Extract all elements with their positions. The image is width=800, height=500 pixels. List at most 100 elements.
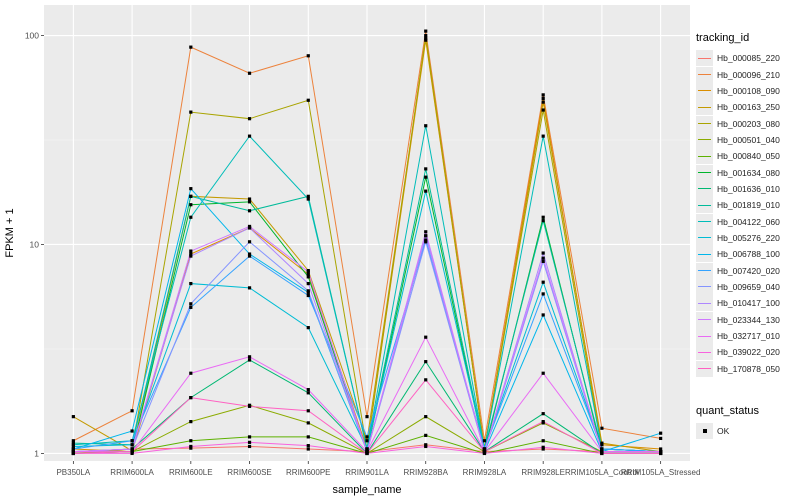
x-axis-title: sample_name [332,484,401,496]
legend-item: Hb_032717_010 [696,328,796,345]
legend-item: Hb_001634_080 [696,164,796,181]
legend-label: Hb_007420_020 [717,265,780,276]
data-point [306,444,310,448]
legend-item: Hb_000501_040 [696,131,796,148]
data-point [247,134,252,138]
x-tick-label: RRIM901LA [345,468,389,477]
data-point [306,281,310,286]
data-point [247,435,252,439]
data-point [424,415,428,419]
legend-label: Hb_170878_050 [717,363,780,374]
legend-quant-status: quant_status OK [696,405,759,440]
legend-item: Hb_000163_250 [696,99,796,116]
data-point [247,209,252,213]
data-point [541,445,545,449]
y-axis-title: FPKM + 1 [4,208,16,257]
data-point [71,450,75,454]
y-ticks: 1 10 100 [25,31,44,458]
data-point [541,412,545,416]
data-point [247,355,252,359]
legend-label: Hb_001634_080 [717,167,780,178]
legend-line-key [696,295,713,312]
data-point [541,108,545,112]
legend-line-key [696,360,713,377]
data-point [306,275,310,279]
legend-label: Hb_023344_130 [717,314,780,325]
data-point [659,431,663,435]
legend-item: Hb_023344_130 [696,311,796,328]
legend-label: Hb_009659_040 [717,281,780,292]
data-point [541,134,545,138]
data-point [189,187,193,191]
legend-line-key [696,213,713,230]
data-point [189,194,193,198]
data-point [306,98,310,102]
data-point [189,249,193,253]
data-point [247,358,252,362]
data-point [189,396,193,400]
data-point [130,429,134,433]
data-point [541,256,545,260]
data-point [189,215,193,219]
x-tick-label: RRIM928LE [521,468,565,477]
points-group [71,29,663,456]
legend-item: Hb_007420_020 [696,262,796,279]
data-point [247,252,252,256]
data-point [306,447,310,451]
legend-label: Hb_000108_090 [717,85,780,96]
data-point [541,215,545,219]
data-point [306,421,310,425]
data-point [600,443,604,447]
legend-label: Hb_001636_010 [717,183,780,194]
data-point [365,447,369,451]
x-ticks: PB350LA RRIM600LA RRIM600LE RRIM600SE RRIM60… [56,461,700,477]
legend-item: Hb_000203_080 [696,115,796,132]
data-point [71,447,75,451]
data-point [600,441,604,445]
data-point [71,439,75,443]
data-point [189,305,193,309]
data-point [247,240,252,244]
legend-item: Hb_000840_050 [696,148,796,165]
data-point [130,409,134,413]
data-point [189,302,193,306]
legend-label: Hb_039022_020 [717,347,780,358]
legend-line-key [696,131,713,148]
data-point [306,197,310,201]
legend-item: Hb_010417_100 [696,295,796,312]
data-point [424,33,428,38]
legend-point-key [696,423,713,440]
legend-quant-item: OK [696,423,759,440]
data-point [600,451,604,456]
data-point [659,451,663,456]
data-point [247,117,252,121]
data-point [71,444,75,449]
data-point [600,426,604,430]
legend-item: Hb_006788_100 [696,246,796,263]
data-point [424,335,428,339]
data-point [247,197,252,201]
data-point [541,100,545,104]
data-point [424,124,428,128]
legend-label: Hb_010417_100 [717,298,780,309]
x-tick-label: RRIM105LA_Control [565,468,639,477]
legend-line-key [696,278,713,295]
data-point [189,252,193,256]
data-point [541,447,545,451]
data-point [424,234,428,238]
data-point [130,450,134,454]
x-tick-label: RRIM928LA [463,468,507,477]
data-point [189,439,193,443]
data-point [424,230,428,234]
data-point [189,281,193,286]
data-point [247,404,252,408]
x-tick-label: RRIM105LA_Stressed [621,468,701,477]
data-point [306,54,310,58]
legend-label: Hb_006788_100 [717,249,780,260]
data-point [306,435,310,439]
legend-line-key [696,180,713,197]
data-point [247,286,252,290]
x-tick-label: RRIM600SE [227,468,271,477]
data-point [306,409,310,413]
data-point [424,240,428,244]
